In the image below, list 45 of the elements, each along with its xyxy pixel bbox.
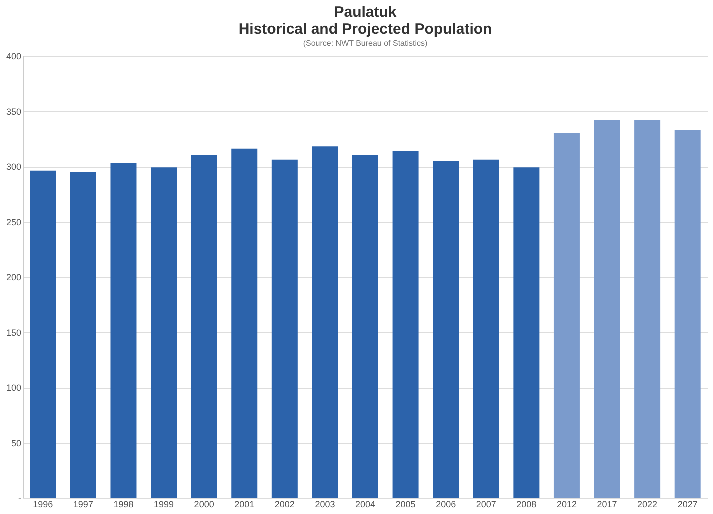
bar [594,120,620,498]
bar [392,151,419,498]
bar [191,155,218,498]
bar [272,160,298,498]
y-tick-label: - [18,494,22,504]
chart-subtitle: (Source: NWT Bureau of Statistics) [303,39,428,48]
x-tick-label: 2012 [556,500,577,510]
x-tick-label: 2022 [638,500,658,510]
bar [151,168,178,498]
y-tick-label: 400 [6,52,22,62]
bar [352,155,378,498]
y-tick-label: 350 [6,106,22,117]
x-tick-label: 2005 [396,500,416,510]
bar [473,160,500,498]
x-tick-label: 2017 [597,500,618,510]
bar [433,160,460,498]
y-tick-label: 100 [6,383,22,393]
y-tick-label: 50 [11,438,22,448]
bar [232,148,258,498]
bar [70,172,96,498]
x-tick-label: 2008 [516,500,537,510]
x-tick-label: 1998 [114,500,134,510]
x-tick-label: 2006 [436,500,456,510]
y-tick-label: 200 [6,272,22,282]
bar [514,168,540,498]
y-tick-label: 250 [6,217,22,228]
bar [674,130,701,498]
x-tick-label: 2002 [274,500,295,510]
y-tick-label: 150 [6,328,22,338]
x-tick-label: 2000 [194,500,214,510]
bar [110,163,137,498]
x-tick-label: 2003 [315,500,336,510]
y-tick-label: 300 [6,162,22,172]
x-tick-label: 1997 [73,500,94,510]
x-tick-label: 2027 [678,500,698,510]
chart-title: Paulatuk Historical and Projected Population [238,4,492,38]
bar [554,133,580,498]
x-tick-label: 2004 [355,500,376,510]
x-tick-label: 1999 [154,500,174,510]
x-tick-label: 2001 [234,500,255,510]
bar [30,170,56,498]
x-tick-label: 1996 [33,500,54,510]
bar [634,120,661,498]
x-tick-label: 2007 [476,500,496,510]
bar [312,146,338,498]
